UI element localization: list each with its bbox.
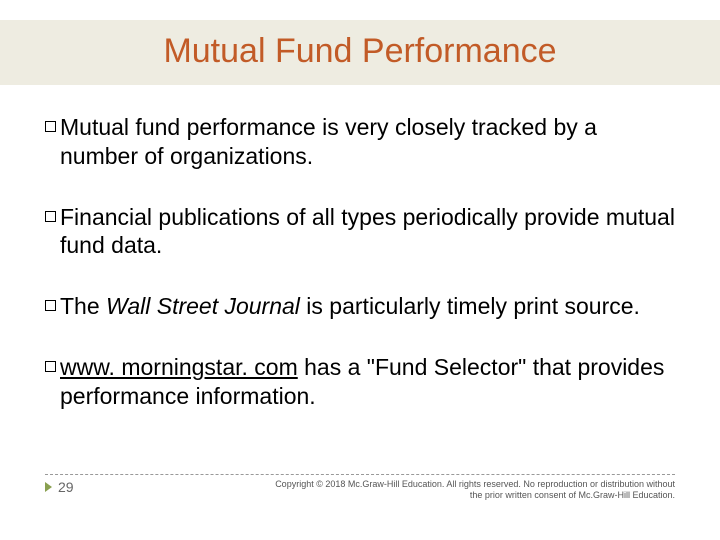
- bullet-lead: Financial: [60, 204, 152, 230]
- slide-title: Mutual Fund Performance: [0, 32, 720, 71]
- bullet-italic: Wall Street Journal: [100, 293, 300, 319]
- bullet-marker-icon: [45, 121, 56, 132]
- bullet-text: Mutual fund performance is very closely …: [60, 113, 675, 171]
- bullet-marker-icon: [45, 300, 56, 311]
- slide-footer: 29 Copyright © 2018 Mc.Graw-Hill Educati…: [45, 474, 675, 502]
- bullet-rest: fund performance is very closely tracked…: [60, 114, 597, 169]
- copyright-text: Copyright © 2018 Mc.Graw-Hill Education.…: [74, 479, 675, 502]
- bullet-marker-icon: [45, 361, 56, 372]
- bullet-item: The Wall Street Journal is particularly …: [45, 292, 675, 321]
- bullet-text: Financial publications of all types peri…: [60, 203, 675, 261]
- slide-body: Mutual fund performance is very closely …: [45, 85, 675, 410]
- bullet-text: www. morningstar. com has a "Fund Select…: [60, 353, 675, 411]
- copyright-line: Copyright © 2018 Mc.Graw-Hill Education.…: [275, 479, 675, 489]
- bullet-link: www. morningstar. com: [60, 354, 298, 380]
- bullet-rest: publications of all types periodically p…: [60, 204, 675, 259]
- bullet-marker-icon: [45, 211, 56, 222]
- bullet-lead: The: [60, 293, 100, 319]
- bullet-item: www. morningstar. com has a "Fund Select…: [45, 353, 675, 411]
- page-number: 29: [58, 479, 74, 495]
- bullet-item: Financial publications of all types peri…: [45, 203, 675, 261]
- copyright-line: the prior written consent of Mc.Graw-Hil…: [470, 490, 675, 500]
- chevron-right-icon: [45, 482, 52, 492]
- bullet-rest: is particularly timely print source.: [300, 293, 640, 319]
- slide: Mutual Fund Performance Mutual fund perf…: [0, 0, 720, 540]
- bullet-lead: Mutual: [60, 114, 129, 140]
- bullet-item: Mutual fund performance is very closely …: [45, 113, 675, 171]
- bullet-text: The Wall Street Journal is particularly …: [60, 292, 640, 321]
- title-bar: Mutual Fund Performance: [0, 20, 720, 85]
